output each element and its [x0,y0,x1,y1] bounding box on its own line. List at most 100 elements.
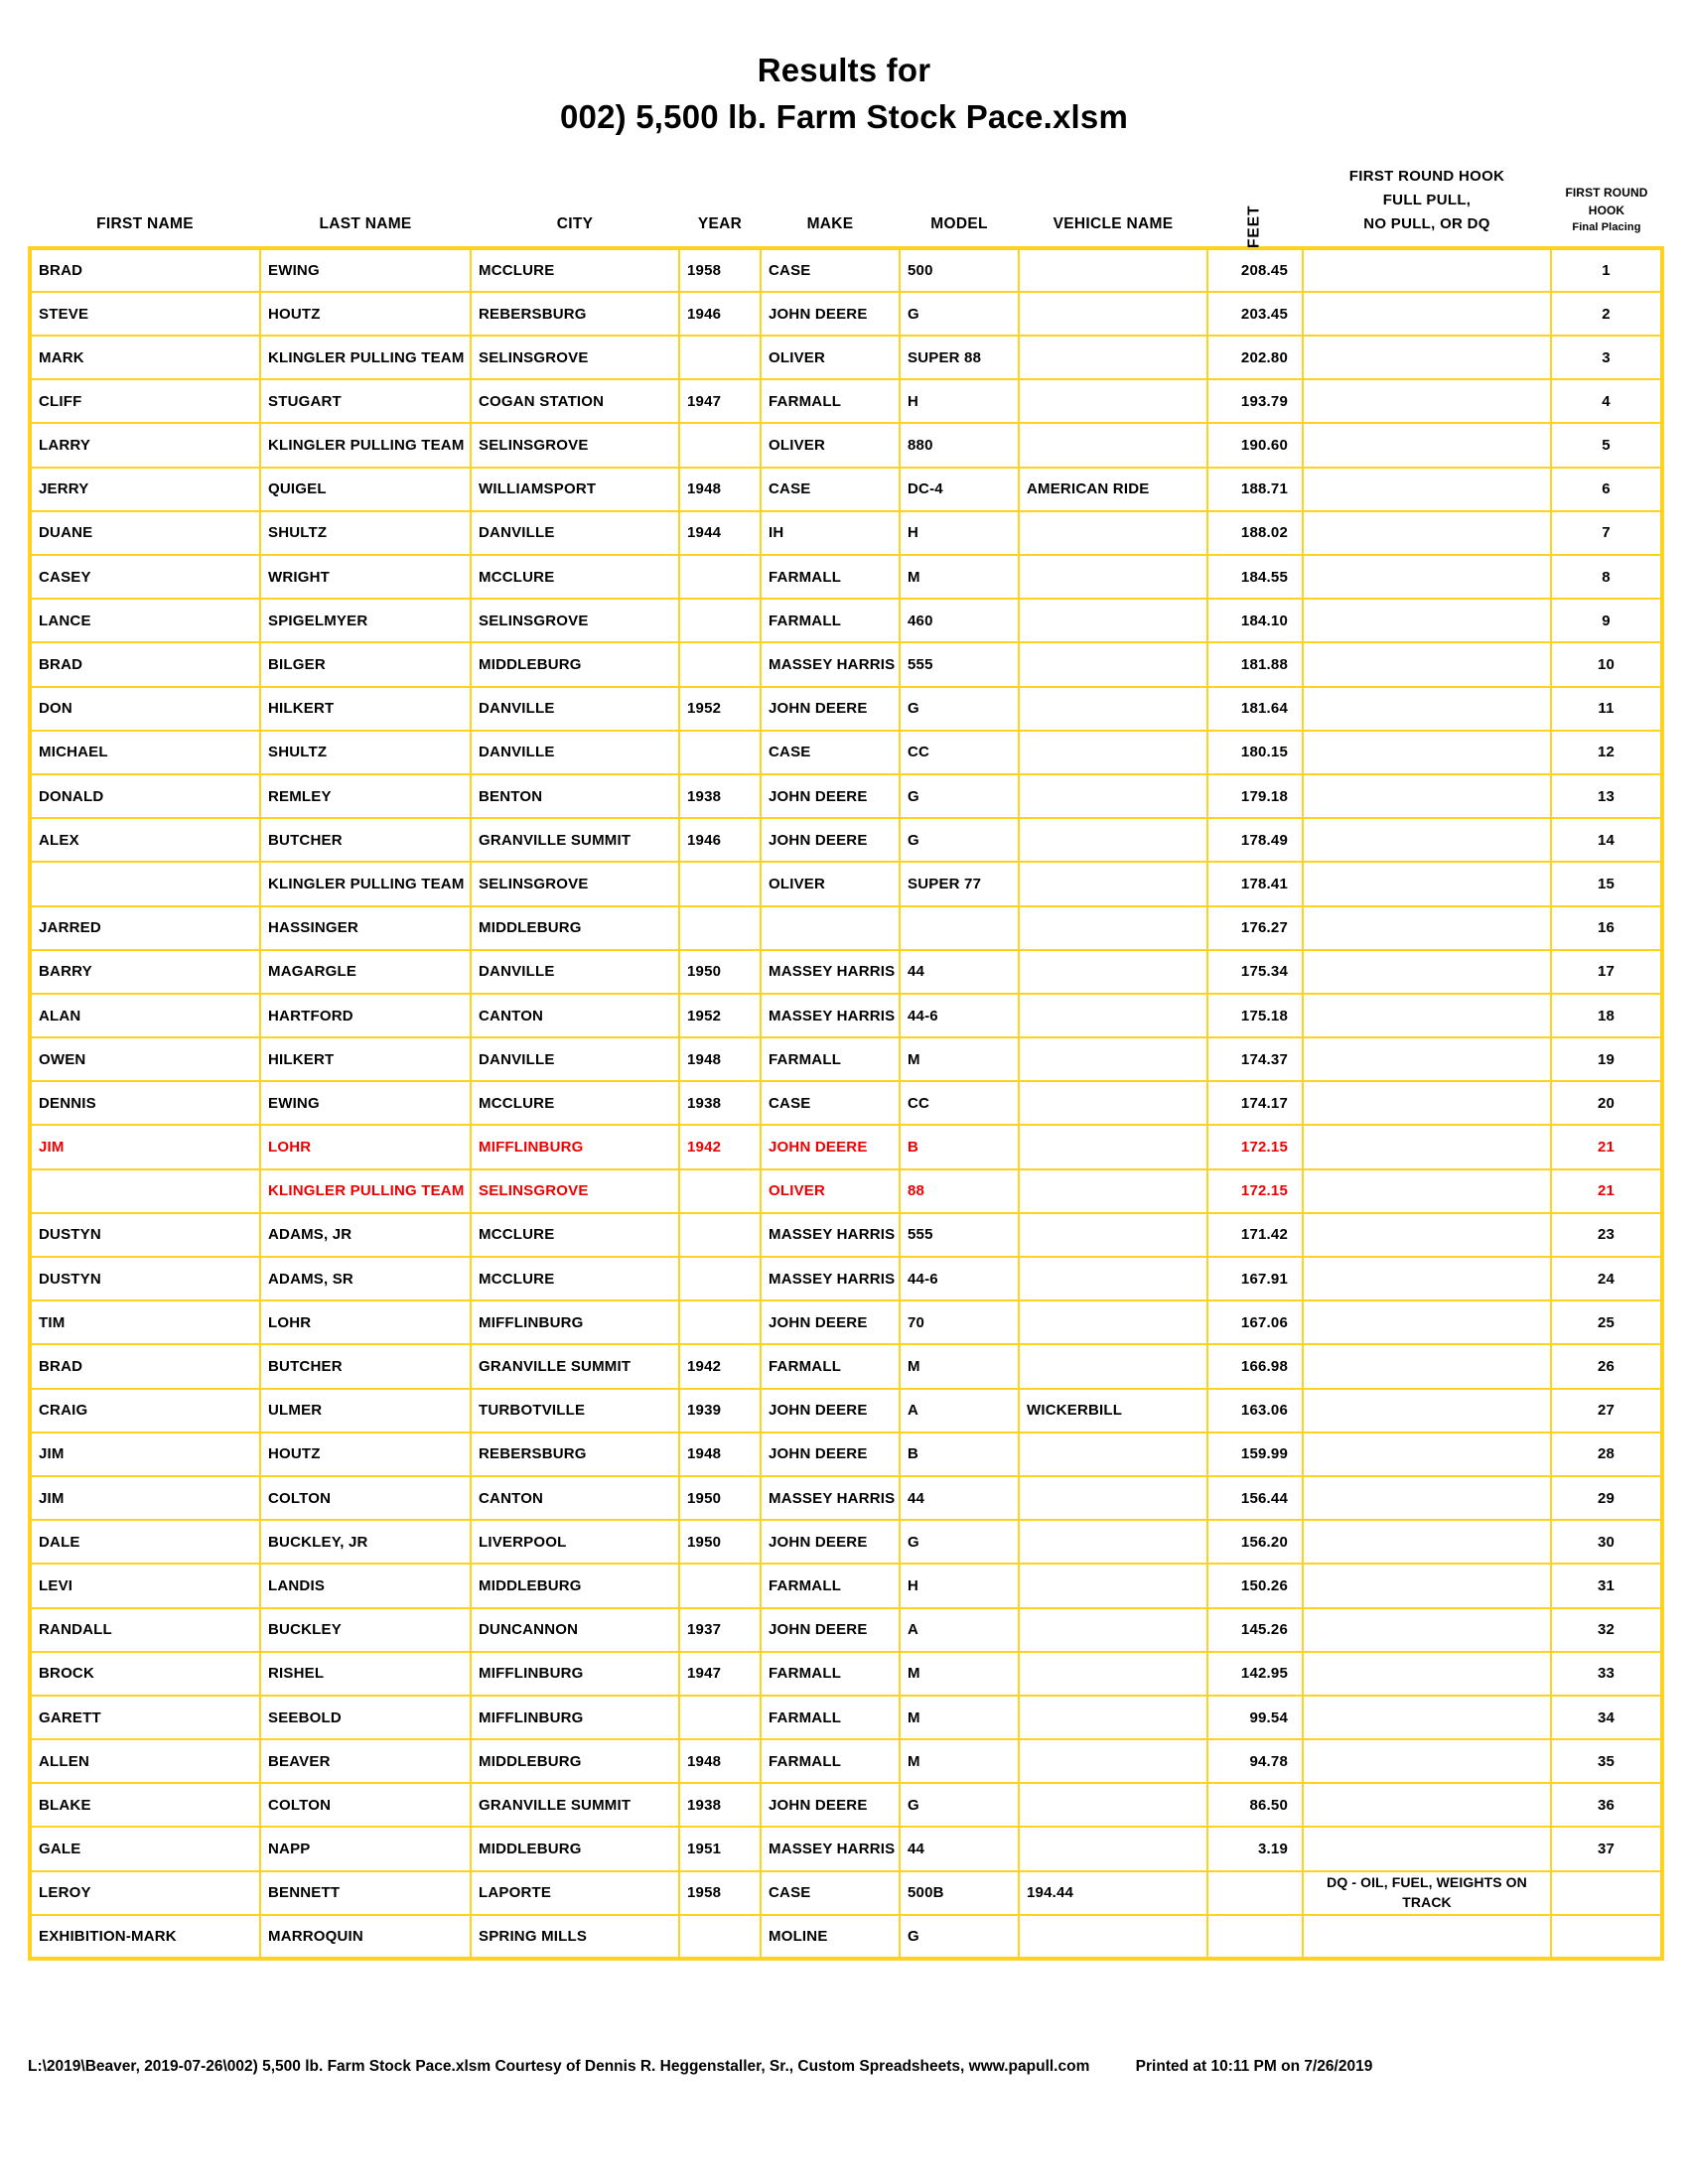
cell-final-placing: 14 [1550,817,1664,864]
cell-final-placing: 26 [1550,1343,1664,1390]
table-row: DON HILKERT DANVILLE 1952 JOHN DEERE G 181.64 1… [28,685,1664,732]
cell-feet: 166.98 [1206,1343,1304,1390]
cell-city: MIFFLINBURG [470,1694,680,1741]
table-row: BRAD BILGER MIDDLEBURG MASSEY HARRIS 555 181.… [28,641,1664,688]
cell-year: 1942 [678,1124,762,1170]
cell-final-placing [1550,1869,1664,1916]
cell-last-name: HOUTZ [259,1431,472,1477]
cell-feet: 172.15 [1206,1167,1304,1214]
cell-feet: 99.54 [1206,1694,1304,1741]
feet-rotated-label: FEET [1245,205,1263,249]
cell-hook-status [1302,422,1552,469]
cell-city: SELINSGROVE [470,335,680,381]
cell-model: 44-6 [899,992,1020,1039]
cell-make [760,904,901,951]
cell-last-name: BENNETT [259,1869,472,1916]
table-row: EXHIBITION-MARK MARROQUIN SPRING MILLS MOLI… [28,1913,1664,1962]
cell-hook-status [1302,466,1552,512]
cell-make: CASE [760,466,901,512]
cell-city: DANVILLE [470,729,680,775]
cell-make: FARMALL [760,1343,901,1390]
cell-final-placing: 17 [1550,948,1664,995]
cell-vehicle-name [1018,1913,1208,1962]
cell-year: 1938 [678,1080,762,1127]
cell-vehicle-name [1018,904,1208,951]
table-header: FIRST NAME LAST NAME CITY YEAR MAKE MODE… [30,165,1662,249]
cell-feet: 159.99 [1206,1431,1304,1477]
cell-final-placing: 5 [1550,422,1664,469]
cell-final-placing: 7 [1550,509,1664,557]
cell-year [678,1256,762,1302]
cell-hook-status [1302,1211,1552,1259]
cell-city: MIDDLEBURG [470,904,680,951]
table-row: DONALD REMLEY BENTON 1938 JOHN DEERE G 179.18 1… [28,772,1664,820]
cell-last-name: SHULTZ [259,729,472,775]
cell-city: MIDDLEBURG [470,1563,680,1609]
cell-first-name: BROCK [28,1650,261,1697]
cell-model: M [899,1738,1020,1785]
cell-make: CASE [760,729,901,775]
cell-hook-status [1302,1299,1552,1346]
cell-first-name: TIM [28,1299,261,1346]
cell-make: MASSEY HARRIS [760,992,901,1039]
cell-make: FARMALL [760,1738,901,1785]
cell-make: JOHN DEERE [760,1606,901,1653]
cell-city: MCCLURE [470,1211,680,1259]
table-row: ALLEN BEAVER MIDDLEBURG 1948 FARMALL M 94.78 35 [28,1738,1664,1785]
cell-first-name: OWEN [28,1036,261,1083]
cell-last-name: EWING [259,245,472,293]
cell-make: CASE [760,1080,901,1127]
column-header-vehicle-name: VEHICLE NAME [1053,215,1174,233]
cell-make: MASSEY HARRIS [760,1256,901,1302]
cell-final-placing: 34 [1550,1694,1664,1741]
table-body: BRAD EWING MCCLURE 1958 CASE 500 208.45 1 STEVE H… [28,245,1664,1962]
cell-city: DANVILLE [470,509,680,557]
table-row: OWEN HILKERT DANVILLE 1948 FARMALL M 174.37 19 [28,1036,1664,1083]
cell-model: 44 [899,1474,1020,1522]
cell-hook-status [1302,685,1552,732]
cell-last-name: BUCKLEY [259,1606,472,1653]
cell-last-name: ULMER [259,1387,472,1433]
cell-last-name: MARROQUIN [259,1913,472,1962]
table-row: LANCE SPIGELMYER SELINSGROVE FARMALL 460 184.… [28,598,1664,644]
cell-year: 1937 [678,1606,762,1653]
cell-final-placing: 20 [1550,1080,1664,1127]
cell-final-placing: 25 [1550,1299,1664,1346]
cell-first-name: DENNIS [28,1080,261,1127]
footer-source-path: L:\2019\Beaver, 2019-07-26\002) 5,500 lb… [28,2058,1090,2075]
cell-vehicle-name [1018,729,1208,775]
cell-final-placing: 11 [1550,685,1664,732]
cell-first-name: MARK [28,335,261,381]
cell-hook-status [1302,1738,1552,1785]
cell-model: 555 [899,641,1020,688]
cell-feet: 156.20 [1206,1519,1304,1566]
cell-hook-status [1302,817,1552,864]
cell-vehicle-name: WICKERBILL [1018,1387,1208,1433]
cell-make: JOHN DEERE [760,1782,901,1829]
cell-model: SUPER 77 [899,861,1020,907]
cell-city: MCCLURE [470,245,680,293]
cell-first-name: DONALD [28,772,261,820]
cell-year [678,1694,762,1741]
cell-year: 1946 [678,817,762,864]
cell-first-name: CASEY [28,554,261,601]
cell-first-name: JERRY [28,466,261,512]
table-row: GALE NAPP MIDDLEBURG 1951 MASSEY HARRIS 44 3.1… [28,1826,1664,1872]
cell-hook-status [1302,1431,1552,1477]
cell-city: TURBOTVILLE [470,1387,680,1433]
cell-city: REBERSBURG [470,290,680,338]
cell-hook-status [1302,992,1552,1039]
cell-feet [1206,1869,1304,1916]
cell-vehicle-name [1018,685,1208,732]
cell-make: FARMALL [760,378,901,425]
table-row: DALE BUCKLEY, JR LIVERPOOL 1950 JOHN DEERE G 1… [28,1519,1664,1566]
cell-vehicle-name [1018,1474,1208,1522]
cell-model: H [899,378,1020,425]
cell-year [678,1211,762,1259]
cell-feet: 167.06 [1206,1299,1304,1346]
cell-make: FARMALL [760,554,901,601]
cell-model: M [899,1036,1020,1083]
cell-first-name: BARRY [28,948,261,995]
cell-city: MIFFLINBURG [470,1124,680,1170]
cell-vehicle-name [1018,1431,1208,1477]
